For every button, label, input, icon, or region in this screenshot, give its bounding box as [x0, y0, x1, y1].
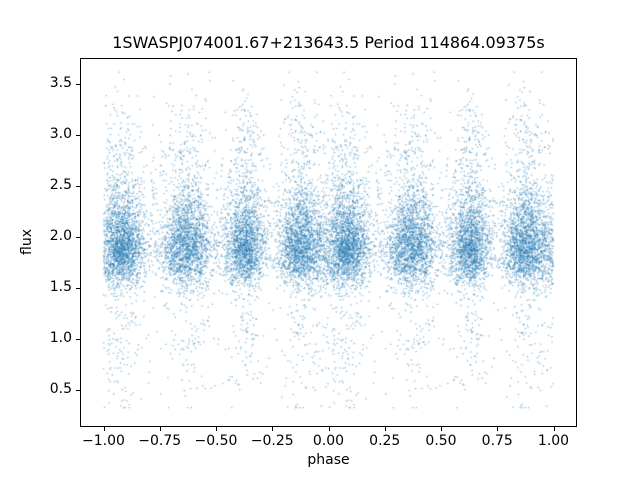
x-tick-mark — [497, 427, 499, 431]
y-tick-mark — [76, 236, 80, 238]
y-tick-mark — [76, 287, 80, 289]
x-tick-label: −1.00 — [82, 433, 125, 449]
x-tick-label: −0.75 — [138, 433, 182, 449]
x-tick-mark — [103, 427, 105, 431]
y-tick-mark — [76, 389, 80, 391]
y-tick-label: 2.0 — [49, 228, 72, 245]
y-tick-mark — [76, 185, 80, 187]
y-tick-label: 0.5 — [49, 381, 72, 398]
chart-title: 1SWASPJ074001.67+213643.5 Period 114864.… — [112, 33, 545, 52]
x-tick-label: 0.00 — [312, 433, 345, 449]
scatter-points-canvas — [81, 59, 576, 426]
x-tick-label: 0.75 — [481, 433, 513, 449]
x-tick-label: 0.25 — [369, 433, 401, 449]
x-tick-label: 1.00 — [537, 433, 570, 449]
x-tick-mark — [159, 427, 161, 431]
x-tick-mark — [272, 427, 274, 431]
x-tick-mark — [553, 427, 555, 431]
y-tick-mark — [76, 83, 80, 85]
y-tick-label: 2.5 — [49, 177, 72, 194]
x-tick-label: −0.25 — [250, 433, 294, 449]
y-tick-label: 3.5 — [49, 75, 72, 92]
y-tick-label: 1.5 — [49, 279, 72, 296]
plot-area — [80, 58, 577, 427]
x-tick-label: 0.50 — [425, 433, 457, 449]
x-tick-mark — [384, 427, 386, 431]
x-tick-mark — [328, 427, 330, 431]
x-tick-mark — [441, 427, 442, 431]
y-tick-label: 3.0 — [49, 126, 72, 143]
y-tick-mark — [76, 134, 80, 136]
y-tick-mark — [76, 338, 80, 340]
y-tick-label: 1.0 — [49, 330, 72, 347]
x-axis-label: phase — [307, 452, 350, 468]
x-tick-label: −0.50 — [194, 433, 238, 449]
x-tick-mark — [216, 427, 217, 431]
